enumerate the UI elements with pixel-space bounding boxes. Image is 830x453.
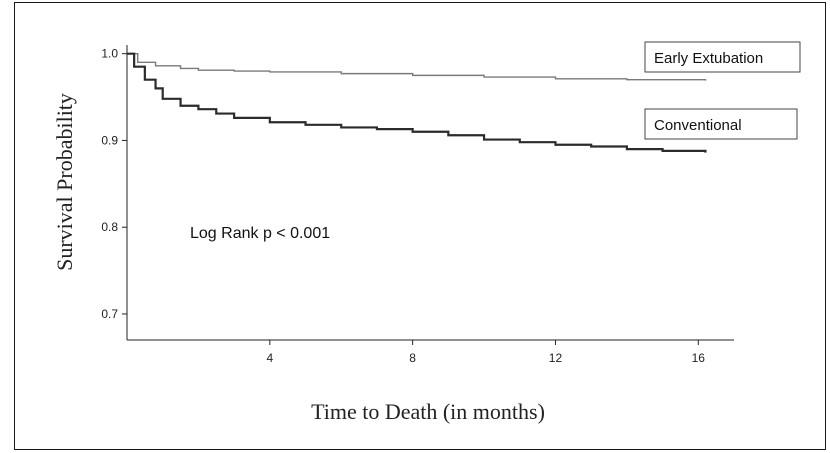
series-line-conventional — [127, 52, 707, 153]
y-axis-label: Survival Probability — [52, 93, 77, 271]
x-tick-label: 12 — [549, 351, 563, 365]
y-tick-label: 1.0 — [101, 47, 118, 61]
x-axis-label: Time to Death (in months) — [311, 399, 545, 424]
series-group — [127, 52, 707, 153]
chart-frame — [14, 2, 826, 450]
legend-label: Early Extubation — [654, 50, 763, 67]
log-rank-annotation: Log Rank p < 0.001 — [190, 225, 330, 242]
legend-label: Conventional — [654, 117, 742, 134]
legend-group: Early Extubation Conventional — [644, 41, 801, 140]
y-ticks-group: 0.7 0.8 0.9 1.0 — [101, 47, 127, 321]
legend-box — [644, 108, 798, 140]
x-tick-label: 4 — [266, 351, 273, 365]
y-tick-label: 0.9 — [101, 133, 118, 147]
y-tick-label: 0.7 — [101, 307, 118, 321]
x-ticks-group: 4 8 12 16 — [266, 340, 705, 365]
x-tick-label: 8 — [409, 351, 416, 365]
y-tick-label: 0.8 — [101, 220, 118, 234]
axes-group — [126, 45, 734, 341]
series-line-early-extubation — [127, 52, 707, 81]
x-tick-label: 16 — [692, 351, 706, 365]
legend-box — [644, 41, 801, 73]
